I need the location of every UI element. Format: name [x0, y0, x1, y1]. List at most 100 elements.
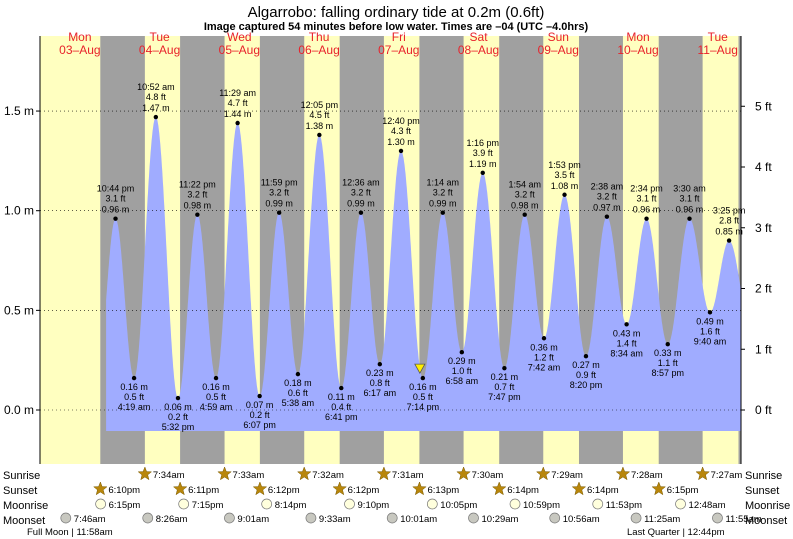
- low-tide-feet: 1.0 ft: [452, 366, 473, 376]
- sunset-icon: [412, 481, 427, 496]
- moonrise-icon: [592, 498, 604, 510]
- low-tide-meters: 0.36 m: [530, 342, 558, 352]
- low-tide-meters: 0.49 m: [696, 316, 724, 326]
- moonset-time: 11:25am: [644, 514, 680, 525]
- day-name-label: Sun: [548, 30, 569, 44]
- moonrise-time: 9:10pm: [358, 500, 390, 511]
- high-tide-meters: 1.38 m: [306, 121, 334, 131]
- moonset-icon: [305, 512, 317, 524]
- high-tide-point: [644, 216, 649, 221]
- day-name-label: Fri: [392, 30, 406, 44]
- moonset-time: 8:26am: [156, 514, 188, 525]
- moonset-icon: [224, 512, 235, 524]
- high-tide-point: [276, 210, 282, 215]
- moonset-time: 10:29am: [482, 514, 519, 525]
- day-name-label: Mon: [626, 30, 649, 44]
- low-tide-point: [131, 375, 137, 381]
- sunrise-icon: [535, 466, 551, 481]
- high-tide-point: [317, 132, 322, 138]
- moonset-icon: [60, 512, 72, 524]
- low-tide-meters: 0.33 m: [654, 348, 682, 358]
- high-tide-feet: 3.2 ft: [269, 188, 290, 198]
- low-tide-feet: 0.2 ft: [250, 410, 271, 420]
- chart-title: Algarrobo: falling ordinary tide at 0.2m…: [248, 4, 545, 21]
- low-tide-point: [339, 385, 344, 391]
- high-tide-point: [726, 238, 732, 243]
- sunset-icon: [93, 481, 108, 496]
- low-tide-meters: 0.16 m: [120, 382, 148, 392]
- low-tide-point: [257, 393, 262, 399]
- high-tide-feet: 3.1 ft: [637, 194, 658, 204]
- high-tide-feet: 3.5 ft: [555, 170, 576, 180]
- y-tick-label-right: 0 ft: [755, 403, 772, 417]
- moonrise-time: 6:15pm: [109, 500, 141, 511]
- low-tide-feet: 0.5 ft: [124, 392, 145, 402]
- high-tide-point: [522, 212, 527, 217]
- low-tide-feet: 0.5 ft: [413, 392, 434, 402]
- sunrise-icon: [376, 466, 392, 481]
- moonrise-icon: [426, 498, 438, 510]
- y-tick-label-left: 1.0 m: [4, 204, 34, 218]
- moonrise-icon: [261, 498, 273, 510]
- moonrise-row-label-right: Moonrise: [745, 500, 790, 512]
- day-date-label: 10–Aug: [617, 43, 658, 57]
- sunset-time: 6:14pm: [587, 485, 619, 496]
- high-tide-point: [562, 192, 567, 197]
- sunrise-row-label-right: Sunrise: [745, 470, 782, 482]
- high-tide-meters: 0.96 m: [102, 205, 130, 215]
- low-tide-point: [502, 365, 507, 371]
- low-tide-point: [213, 375, 219, 381]
- moonrise-icon: [178, 498, 190, 510]
- low-tide-time: 4:59 am: [200, 402, 233, 412]
- high-tide-point: [687, 216, 692, 221]
- day-date-label: 06–Aug: [298, 43, 339, 57]
- low-tide-feet: 1.6 ft: [700, 326, 721, 336]
- moonset-time: 9:01am: [237, 514, 269, 525]
- high-tide-point: [113, 216, 118, 221]
- sunrise-time: 7:32am: [312, 470, 344, 481]
- high-tide-time: 1:16 pm: [466, 138, 499, 148]
- low-tide-time: 4:19 am: [118, 402, 151, 412]
- sunset-icon: [172, 481, 188, 496]
- high-tide-feet: 3.2 ft: [515, 190, 536, 200]
- high-tide-point: [398, 148, 404, 154]
- day-headers: Mon03–AugTue04–AugWed05–AugThu06–AugFri0…: [59, 30, 738, 57]
- day-date-label: 09–Aug: [538, 43, 579, 57]
- sunrise-icon: [137, 466, 153, 481]
- sunset-time: 6:12pm: [348, 485, 380, 496]
- moonset-time: 10:56am: [563, 514, 600, 525]
- low-tide-feet: 1.2 ft: [534, 352, 555, 362]
- moonset-row-label-left: Moonset: [3, 515, 45, 527]
- sunrise-row-label-left: Sunrise: [3, 470, 40, 482]
- low-tide-feet: 0.9 ft: [576, 370, 597, 380]
- high-tide-time: 11:29 am: [219, 88, 256, 98]
- high-tide-time: 11:22 pm: [179, 180, 216, 190]
- low-tide-point: [624, 322, 629, 327]
- low-tide-meters: 0.11 m: [328, 392, 355, 402]
- day-name-label: Tue: [708, 30, 729, 44]
- high-tide-feet: 3.2 ft: [351, 188, 372, 198]
- sunset-icon: [491, 481, 507, 496]
- high-tide-meters: 0.98 m: [184, 201, 212, 211]
- sunset-time: 6:14pm: [507, 485, 539, 496]
- sunrise-time: 7:29am: [551, 470, 583, 481]
- high-tide-point: [440, 210, 445, 215]
- sunset-row-label-left: Sunset: [3, 485, 37, 497]
- moonrise-icon: [344, 498, 355, 510]
- moonrise-time: 12:48am: [689, 500, 726, 511]
- current-time-triangle: [414, 363, 426, 374]
- sunrise-time: 7:34am: [153, 470, 185, 481]
- low-tide-point: [665, 342, 670, 347]
- low-tide-meters: 0.16 m: [202, 382, 230, 392]
- high-tide-meters: 0.96 m: [633, 205, 661, 215]
- high-tide-feet: 3.2 ft: [187, 190, 208, 200]
- low-tide-meters: 0.23 m: [366, 368, 394, 378]
- moonrise-icon: [509, 498, 521, 510]
- low-tide-meters: 0.21 m: [491, 372, 519, 382]
- low-tide-time: 6:07 pm: [243, 420, 276, 430]
- moonset-icon: [549, 512, 561, 524]
- moonset-icon: [386, 512, 398, 524]
- low-tide-point: [175, 395, 181, 401]
- high-tide-feet: 4.8 ft: [146, 92, 167, 102]
- day-name-label: Wed: [227, 30, 251, 44]
